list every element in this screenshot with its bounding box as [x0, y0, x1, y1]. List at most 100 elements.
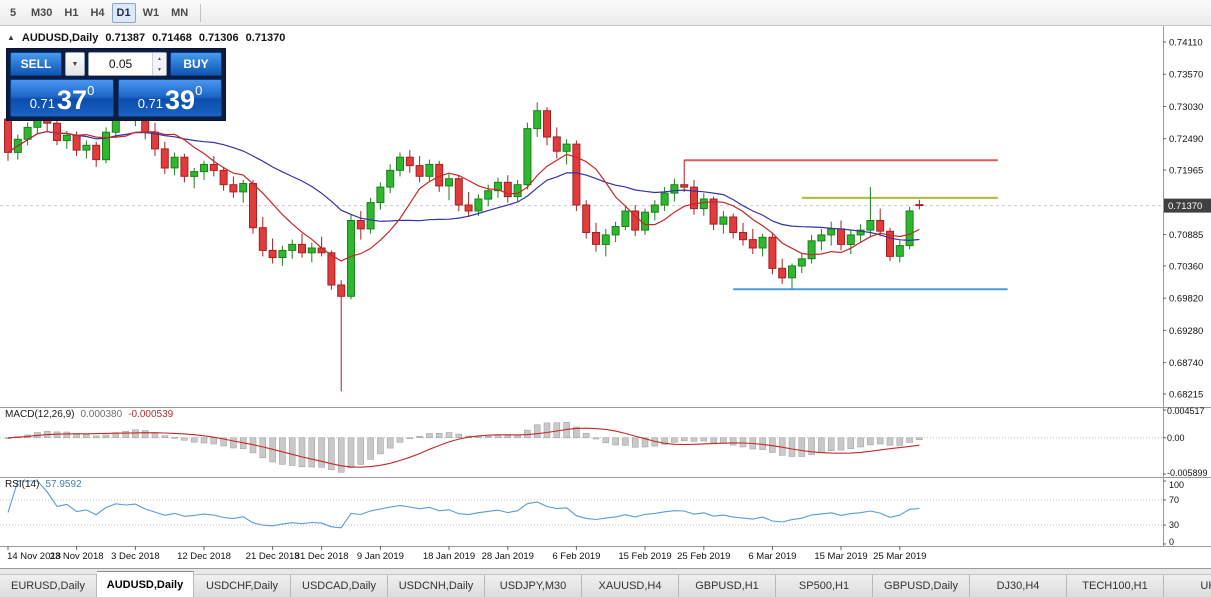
chevron-down-icon: ▼: [71, 60, 79, 68]
timeframe-button-d1[interactable]: D1: [111, 2, 136, 23]
volume-input[interactable]: 0.05 ▲ ▼: [88, 52, 167, 76]
buy-price-pipette: 0: [195, 83, 203, 98]
svg-text:31 Dec 2018: 31 Dec 2018: [295, 551, 349, 562]
rsi-indicator-label: RSI(14) 57.9592: [5, 479, 82, 490]
chart-tab-usdcad-daily[interactable]: USDCAD,Daily: [291, 574, 388, 597]
svg-text:15 Mar 2019: 15 Mar 2019: [814, 551, 867, 562]
svg-text:100: 100: [1169, 480, 1184, 490]
macd-signal-value: -0.000539: [128, 409, 174, 420]
svg-text:6 Mar 2019: 6 Mar 2019: [748, 551, 796, 562]
timeframe-button-h4[interactable]: H4: [90, 6, 105, 19]
one-click-panel-toggle-icon[interactable]: ▲: [7, 33, 15, 42]
buy-price-prefix: 0.71: [137, 95, 164, 111]
sell-price-pipette: 0: [87, 83, 95, 98]
chart-tab-gbpusd-h1[interactable]: GBPUSD,H1: [679, 574, 776, 597]
volume-value[interactable]: 0.05: [108, 57, 133, 71]
stepper-down-icon[interactable]: ▼: [157, 66, 162, 73]
svg-text:21 Dec 2018: 21 Dec 2018: [246, 551, 300, 562]
svg-text:12 Dec 2018: 12 Dec 2018: [177, 551, 231, 562]
candles: [4, 102, 924, 392]
rsi-panel: 100 70 30 0: [0, 480, 1184, 547]
svg-text:6 Feb 2019: 6 Feb 2019: [552, 551, 600, 562]
buy-button[interactable]: BUY: [170, 52, 222, 76]
svg-text:0.72490: 0.72490: [1169, 134, 1203, 145]
timeframe-button-w1[interactable]: W1: [142, 6, 160, 19]
chart-tab-gbpusd-daily[interactable]: GBPUSD,Daily: [873, 574, 970, 597]
svg-text:14 Nov 2018: 14 Nov 2018: [7, 551, 61, 562]
svg-text:0: 0: [1169, 537, 1174, 547]
chart-ohlc-header: ▲ AUDUSD,Daily 0.71387 0.71468 0.71306 0…: [7, 32, 285, 44]
ohlc-close-value: 0.71370: [245, 32, 286, 44]
svg-text:0.68740: 0.68740: [1169, 358, 1203, 369]
timeframe-button-5[interactable]: 5: [9, 6, 17, 19]
buy-price-big-digits: 39: [165, 85, 196, 116]
svg-text:18 Jan 2019: 18 Jan 2019: [423, 551, 475, 562]
chart-tab-usdcnh-daily[interactable]: USDCNH,Daily: [388, 574, 485, 597]
svg-text:0.70885: 0.70885: [1169, 230, 1203, 241]
svg-text:70: 70: [1169, 495, 1179, 505]
svg-text:30: 30: [1169, 520, 1179, 530]
timeframe-button-m30[interactable]: M30: [31, 6, 53, 19]
price-axis: 0.74110 0.73570 0.73030 0.72490 0.71965 0.708…: [1163, 38, 1203, 401]
chart-tab-usdchf-daily[interactable]: USDCHF,Daily: [194, 574, 291, 597]
chart-tab-usdjpy-m30[interactable]: USDJPY,M30: [485, 574, 582, 597]
svg-text:0.73570: 0.73570: [1169, 70, 1203, 81]
svg-text:0.73030: 0.73030: [1169, 102, 1203, 113]
svg-text:0.71370: 0.71370: [1168, 201, 1202, 212]
svg-text:15 Feb 2019: 15 Feb 2019: [618, 551, 671, 562]
svg-text:25 Mar 2019: 25 Mar 2019: [873, 551, 926, 562]
timeframe-button-mn[interactable]: MN: [171, 6, 189, 19]
svg-text:0.68215: 0.68215: [1169, 390, 1203, 401]
buy-price-display[interactable]: 0.71 39 0: [118, 79, 222, 117]
chart-tab-sp500-h1[interactable]: SP500,H1: [776, 574, 873, 597]
ohlc-low-value: 0.71306: [198, 32, 239, 44]
chart-tab-audusd-daily[interactable]: AUDUSD,Daily: [97, 571, 194, 597]
current-price-badge: 0.71370: [1164, 198, 1211, 213]
svg-text:23 Nov 2018: 23 Nov 2018: [50, 551, 104, 562]
timeframe-toolbar: 5 M30 H1 H4 D1 W1 MN: [0, 0, 1211, 26]
chart-symbol-label: AUDUSD,Daily: [21, 32, 99, 44]
rsi-value: 57.9592: [45, 479, 82, 490]
ohlc-open-value: 0.71387: [105, 32, 146, 44]
chart-tab-ukc[interactable]: UKC: [1164, 574, 1211, 597]
svg-text:3 Dec 2018: 3 Dec 2018: [111, 551, 160, 562]
svg-text:0.00: 0.00: [1167, 433, 1185, 443]
svg-text:0.69820: 0.69820: [1169, 294, 1203, 305]
svg-text:-0.005899: -0.005899: [1167, 468, 1208, 478]
svg-text:0.004517: 0.004517: [1167, 406, 1205, 416]
timeframe-button-h1[interactable]: H1: [64, 6, 79, 19]
chart-tab-tech100-h1[interactable]: TECH100,H1: [1067, 574, 1164, 597]
moving-averages: [7, 130, 920, 262]
price-chart-canvas[interactable]: 0.74110 0.73570 0.73030 0.72490 0.71965 0.708…: [0, 0, 1211, 568]
svg-text:9 Jan 2019: 9 Jan 2019: [357, 551, 404, 562]
sell-price-prefix: 0.71: [29, 95, 56, 111]
sell-price-big-digits: 37: [57, 85, 88, 116]
toolbar-separator: [200, 3, 202, 22]
svg-text:0.74110: 0.74110: [1169, 38, 1203, 49]
ohlc-high-value: 0.71468: [152, 32, 192, 44]
macd-panel: 0.004517 0.00 -0.005899: [0, 406, 1208, 478]
svg-text:28 Jan 2019: 28 Jan 2019: [482, 551, 534, 562]
chart-tab-xauusd-h4[interactable]: XAUUSD,H4: [582, 574, 679, 597]
svg-text:0.71965: 0.71965: [1169, 166, 1203, 177]
sell-button[interactable]: SELL: [10, 52, 62, 76]
macd-indicator-label: MACD(12,26,9) 0.000380 -0.000539: [5, 409, 173, 420]
one-click-trading-panel: SELL ▼ 0.05 ▲ ▼ BUY 0.71 37 0 0.71 39: [6, 48, 226, 121]
macd-name: MACD(12,26,9): [5, 409, 75, 420]
volume-stepper[interactable]: ▲ ▼: [152, 53, 166, 75]
trend-lines: [0, 159, 1163, 291]
svg-text:0.69280: 0.69280: [1169, 326, 1203, 337]
svg-text:25 Feb 2019: 25 Feb 2019: [677, 551, 730, 562]
sell-price-display[interactable]: 0.71 37 0: [10, 79, 114, 117]
chart-tab-eurusd-daily[interactable]: EURUSD,Daily: [0, 574, 97, 597]
macd-main-value: 0.000380: [80, 409, 123, 420]
chart-tab-dj30-h4[interactable]: DJ30,H4: [970, 574, 1067, 597]
stepper-up-icon[interactable]: ▲: [157, 55, 162, 62]
rsi-name: RSI(14): [5, 479, 40, 490]
svg-text:0.70360: 0.70360: [1169, 261, 1203, 272]
panel-borders: [0, 26, 1211, 547]
volume-dropdown-button[interactable]: ▼: [65, 52, 85, 76]
chart-tabs-bar: EURUSD,Daily AUDUSD,Daily USDCHF,Daily USDC…: [0, 568, 1211, 597]
